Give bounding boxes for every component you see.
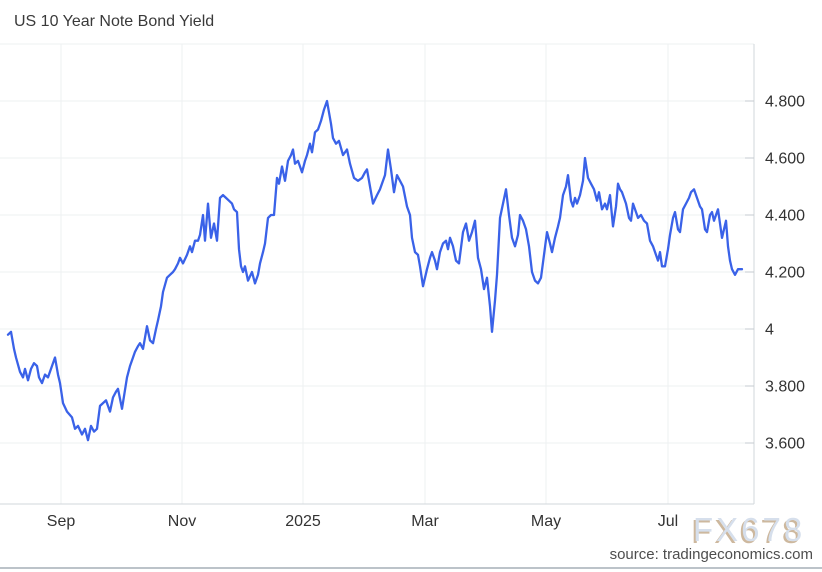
y-tick-label: 4.200 xyxy=(765,265,805,282)
chart-title: US 10 Year Note Bond Yield xyxy=(14,13,215,30)
x-tick-label: 2025 xyxy=(285,513,321,530)
source-credit: source: tradingeconomics.com xyxy=(609,546,813,563)
x-tick-label: Jul xyxy=(658,513,678,530)
y-tick-label: 4.400 xyxy=(765,208,805,225)
yield-line xyxy=(6,99,744,442)
y-tick-label: 3.600 xyxy=(765,436,805,453)
y-tick-label: 4 xyxy=(765,322,774,339)
x-tick-label: Nov xyxy=(168,513,196,530)
bottom-divider xyxy=(0,567,822,569)
watermark-fx678: FX678 xyxy=(693,511,806,548)
x-tick-label: Mar xyxy=(411,513,439,530)
x-tick-label: May xyxy=(531,513,561,530)
y-tick-label: 4.800 xyxy=(765,94,805,111)
x-tick-label: Sep xyxy=(47,513,76,530)
y-tick-label: 3.800 xyxy=(765,379,805,396)
y-tick-label: 4.600 xyxy=(765,151,805,168)
